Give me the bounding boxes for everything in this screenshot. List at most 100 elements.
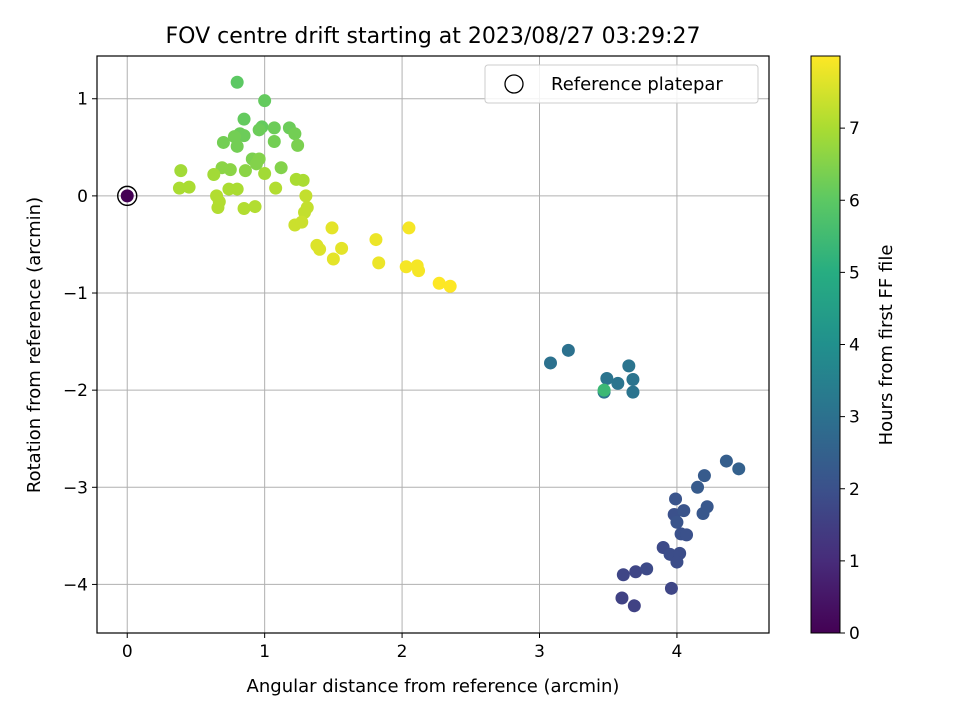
y-tick-label: −3 <box>63 478 88 498</box>
data-point <box>230 182 244 196</box>
chart-title: FOV centre drift starting at 2023/08/27 … <box>166 24 701 49</box>
y-tick-label: −2 <box>63 381 88 401</box>
data-point <box>299 189 313 203</box>
data-point <box>174 164 188 178</box>
data-point <box>670 555 684 569</box>
data-point <box>600 371 614 385</box>
legend: Reference platepar <box>484 64 759 104</box>
x-tick-label: 2 <box>397 642 408 662</box>
data-point <box>267 134 281 148</box>
y-tick-label: 1 <box>77 90 88 110</box>
data-point <box>326 252 340 266</box>
x-tick-label: 0 <box>122 642 133 662</box>
data-point <box>182 180 196 194</box>
data-point <box>691 480 705 494</box>
data-points <box>117 75 746 613</box>
data-point <box>372 256 386 270</box>
data-point <box>369 233 383 247</box>
data-point <box>258 167 272 181</box>
data-point <box>616 568 630 582</box>
x-tick-label: 4 <box>672 642 683 662</box>
data-point <box>274 161 288 175</box>
y-axis-label: Rotation from reference (arcmin) <box>24 197 45 493</box>
y-axis: −4 −3 −2 −1 0 1 <box>63 90 97 595</box>
grid <box>97 56 769 633</box>
colorbar-gradient <box>810 55 841 634</box>
data-point <box>629 565 643 579</box>
data-point <box>335 241 349 255</box>
data-point <box>288 127 302 141</box>
data-point <box>677 504 691 518</box>
colorbar: 0 1 2 3 4 5 6 7 Hours from first FF file <box>810 55 897 644</box>
data-point <box>313 242 327 256</box>
colorbar-tick-label: 1 <box>849 552 860 572</box>
data-point <box>615 591 629 605</box>
data-point <box>626 372 640 386</box>
reference-ring <box>117 185 138 207</box>
data-point <box>640 562 654 576</box>
data-point <box>295 215 309 229</box>
data-point <box>543 356 557 370</box>
data-point <box>412 264 426 278</box>
data-point <box>269 181 283 195</box>
colorbar-tick-label: 0 <box>849 624 860 644</box>
data-point <box>700 500 714 514</box>
plot-frame <box>96 55 770 634</box>
data-point <box>432 276 446 290</box>
y-tick-label: −1 <box>63 284 88 304</box>
data-point <box>597 383 611 397</box>
colorbar-tick-label: 4 <box>849 336 860 356</box>
data-point <box>230 75 244 89</box>
x-tick-label: 1 <box>259 642 270 662</box>
colorbar-tick-label: 3 <box>849 408 860 428</box>
data-point <box>732 462 746 476</box>
data-point <box>237 129 251 143</box>
data-point <box>207 168 221 182</box>
colorbar-tick-label: 2 <box>849 480 860 500</box>
data-point <box>238 164 252 178</box>
colorbar-tick-label: 6 <box>849 191 860 211</box>
y-tick-label: 0 <box>77 187 88 207</box>
legend-box <box>484 64 759 104</box>
legend-marker <box>504 74 524 94</box>
data-point <box>296 173 310 187</box>
data-point <box>561 343 575 357</box>
data-point <box>237 202 251 216</box>
data-point <box>216 135 230 149</box>
data-point <box>211 201 225 215</box>
data-point <box>252 123 266 137</box>
colorbar-label: Hours from first FF file <box>876 245 897 446</box>
data-point <box>230 139 244 153</box>
data-point <box>719 454 733 468</box>
data-point <box>670 515 684 529</box>
data-point <box>237 112 251 126</box>
data-point <box>443 279 457 293</box>
legend-label: Reference platepar <box>551 74 723 95</box>
data-point <box>622 359 636 373</box>
x-axis: 0 1 2 3 4 <box>122 633 683 662</box>
data-point <box>626 385 640 399</box>
colorbar-tick-label: 5 <box>849 263 860 283</box>
data-point <box>402 221 416 235</box>
data-point <box>697 469 711 483</box>
colorbar-tick-label: 7 <box>849 119 860 139</box>
data-point <box>249 157 263 171</box>
data-point <box>664 581 678 595</box>
data-point <box>669 492 683 506</box>
reference-point <box>120 189 134 203</box>
data-point <box>611 376 625 390</box>
data-point <box>248 200 262 214</box>
data-point <box>258 94 272 108</box>
data-point <box>267 121 281 135</box>
y-tick-label: −4 <box>63 575 88 595</box>
x-tick-label: 3 <box>534 642 545 662</box>
data-point <box>172 181 186 195</box>
colorbar-ticks: 0 1 2 3 4 5 6 7 <box>840 119 860 644</box>
data-point <box>627 599 641 613</box>
x-axis-label: Angular distance from reference (arcmin) <box>247 676 620 697</box>
data-point <box>325 221 339 235</box>
data-point <box>291 138 305 152</box>
data-point <box>223 163 237 177</box>
data-point <box>399 260 413 274</box>
